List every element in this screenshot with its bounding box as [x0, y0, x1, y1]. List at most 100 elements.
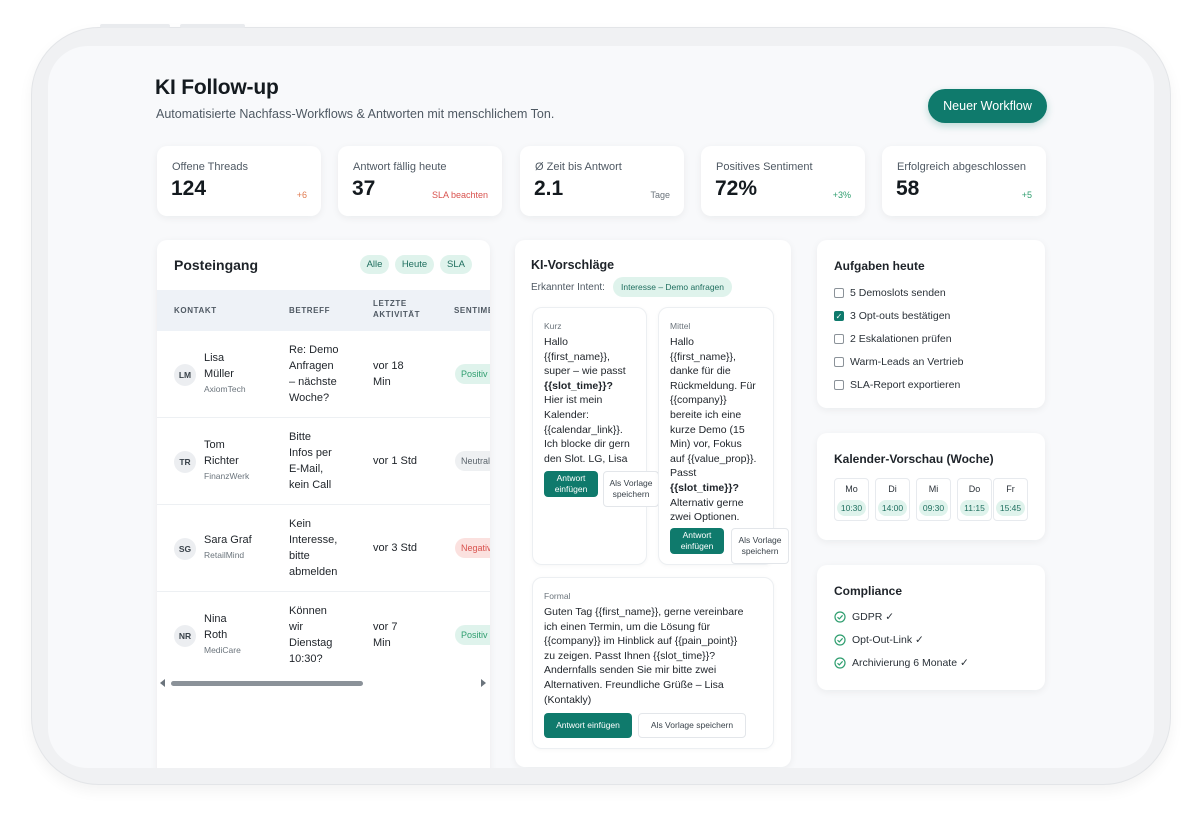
time-slot[interactable]: 10:30	[837, 500, 866, 516]
checkbox[interactable]	[834, 380, 844, 390]
insert-answer-button[interactable]: Antwort einfügen	[670, 528, 724, 554]
scrollbar-thumb[interactable]	[171, 681, 363, 686]
time-slot[interactable]: 14:00	[878, 500, 907, 516]
row-activity: vor 7 Min	[373, 619, 428, 651]
contact-name: Tom	[204, 439, 225, 451]
contact-name: Nina	[204, 613, 227, 625]
table-row[interactable]: SG Sara Graf RetailMind Kein Interesse, …	[157, 505, 490, 592]
subject-line: Können	[289, 605, 327, 617]
insert-answer-button[interactable]: Antwort einfügen	[544, 471, 598, 497]
avatar: LM	[174, 364, 196, 386]
task-label: Warm-Leads an Vertrieb	[850, 356, 964, 368]
sentiment-badge: Positiv	[455, 625, 490, 645]
calendar-day: Mi 09:30	[916, 478, 951, 521]
inbox-title: Posteingang	[174, 257, 259, 273]
insert-answer-button[interactable]: Antwort einfügen	[544, 713, 632, 738]
activity-line: vor 7	[373, 621, 398, 633]
checkbox[interactable]	[834, 334, 844, 344]
stat-card-avg-response: Ø Zeit bis Antwort 2.1 Tage	[520, 146, 684, 216]
row-activity: vor 1 Std	[373, 453, 428, 469]
stat-value: 58	[896, 177, 920, 200]
time-slot[interactable]: 11:15	[960, 500, 989, 516]
scroll-left-icon[interactable]	[160, 679, 166, 687]
column-last-activity[interactable]: LETZTE AKTIVITÄT	[373, 298, 420, 320]
save-template-button[interactable]: Als Vorlage speichern	[731, 528, 789, 564]
activity-line: vor 18	[373, 360, 404, 372]
avatar: TR	[174, 451, 196, 473]
column-subject[interactable]: BETREFF	[289, 306, 331, 315]
contact-company: MediCare	[204, 645, 241, 655]
new-workflow-button[interactable]: Neuer Workflow	[928, 89, 1047, 123]
task-item[interactable]: 2 Eskalationen prüfen	[834, 331, 952, 347]
stat-label: Positives Sentiment	[716, 161, 813, 173]
column-contact[interactable]: KONTAKT	[174, 306, 217, 315]
column-label-line: LETZTE	[373, 299, 407, 308]
row-subject: Re: Demo Anfragen – nächste Woche?	[289, 342, 359, 406]
stat-value: 72%	[715, 177, 758, 200]
checkbox[interactable]	[834, 288, 844, 298]
scroll-right-icon[interactable]	[481, 679, 487, 687]
tablet-button	[180, 24, 245, 28]
subject-line: kein Call	[289, 479, 332, 491]
check-circle-icon	[834, 634, 846, 646]
check-circle-icon	[834, 611, 846, 623]
task-label: 2 Eskalationen prüfen	[850, 333, 952, 345]
subject-line: 10:30?	[289, 653, 323, 665]
task-item[interactable]: 5 Demoslots senden	[834, 285, 946, 301]
text-line: zwei Optionen.	[670, 511, 740, 524]
row-subject: Kein Interesse, bitte abmelden	[289, 516, 359, 580]
suggestion-formal: Formal Guten Tag {{first_name}}, gerne v…	[532, 577, 774, 749]
table-row[interactable]: TR Tom Richter FinanzWerk Bitte Infos pe…	[157, 418, 490, 505]
tasks-title: Aufgaben heute	[834, 259, 925, 273]
compliance-label: Archivierung 6 Monate ✓	[852, 657, 969, 669]
task-label: SLA-Report exportieren	[850, 379, 961, 391]
subject-line: Interesse,	[289, 534, 338, 546]
text-line: (Kontakly)	[544, 693, 592, 706]
subject-line: Bitte	[289, 431, 312, 443]
filter-all[interactable]: Alle	[360, 255, 389, 274]
text-line: Guten Tag {{first_name}}, gerne vereinba…	[544, 606, 744, 618]
tablet-button	[100, 24, 170, 28]
save-template-button[interactable]: Als Vorlage speichern	[603, 471, 659, 507]
stat-note: SLA beachten	[431, 190, 488, 200]
text-line: Kalender:	[544, 408, 589, 421]
contact-name-line2: Müller	[204, 368, 234, 380]
table-row[interactable]: LM Lisa Müller AxiomTech Re: Demo Anfrag…	[157, 331, 490, 418]
day-name: Fr	[1006, 484, 1015, 494]
inbox-panel: Posteingang Alle Heute SLA KONTAKT BETRE…	[157, 240, 490, 768]
suggestion-kind: Mittel	[670, 321, 691, 331]
text-line: ich einen Termin, um die Lösung für	[544, 620, 711, 633]
stat-label: Ø Zeit bis Antwort	[535, 161, 622, 173]
text-line: {{slot_time}}?	[670, 481, 739, 494]
filter-today[interactable]: Heute	[395, 255, 434, 274]
text-line: {{first_name}},	[670, 350, 736, 363]
suggestion-text: Hallo {{first_name}}, super – wie passt …	[544, 335, 630, 466]
calendar-title: Kalender-Vorschau (Woche)	[834, 452, 994, 466]
task-item[interactable]: ✓ 3 Opt-outs bestätigen	[834, 308, 950, 324]
text-line: Hier ist mein	[544, 394, 603, 407]
ai-title: KI-Vorschläge	[531, 258, 615, 272]
text-line: Min) vor, Fokus	[670, 438, 742, 451]
checkbox[interactable]	[834, 357, 844, 367]
table-row[interactable]: NR Nina Roth MediCare Können wir Diensta…	[157, 592, 490, 679]
time-slot[interactable]: 15:45	[996, 500, 1025, 516]
contact-company: RetailMind	[204, 550, 245, 560]
day-name: Do	[968, 484, 981, 494]
task-item[interactable]: SLA-Report exportieren	[834, 377, 960, 393]
save-template-button[interactable]: Als Vorlage speichern	[638, 713, 746, 738]
column-sentiment[interactable]: SENTIMENT	[454, 306, 490, 315]
check-circle-icon	[834, 657, 846, 669]
time-slot[interactable]: 09:30	[919, 500, 948, 516]
text-line: Passt	[670, 467, 697, 480]
table-header: KONTAKT BETREFF LETZTE AKTIVITÄT SENTIME…	[157, 290, 490, 331]
text-line: Andernfalls senden Sie mir bitte zwei	[544, 664, 717, 677]
checkbox-checked[interactable]: ✓	[834, 311, 844, 321]
tasks-panel: Aufgaben heute 5 Demoslots senden ✓ 3 Op…	[817, 240, 1045, 408]
stat-delta: +5	[1021, 190, 1032, 200]
suggestion-medium: Mittel Hallo {{first_name}}, danke für d…	[658, 307, 789, 565]
filter-sla[interactable]: SLA	[440, 255, 472, 274]
task-label: 3 Opt-outs bestätigen	[850, 310, 951, 322]
stat-value: 37	[352, 177, 376, 200]
task-item[interactable]: Warm-Leads an Vertrieb	[834, 354, 963, 370]
contact-name-line2: Richter	[204, 455, 239, 467]
